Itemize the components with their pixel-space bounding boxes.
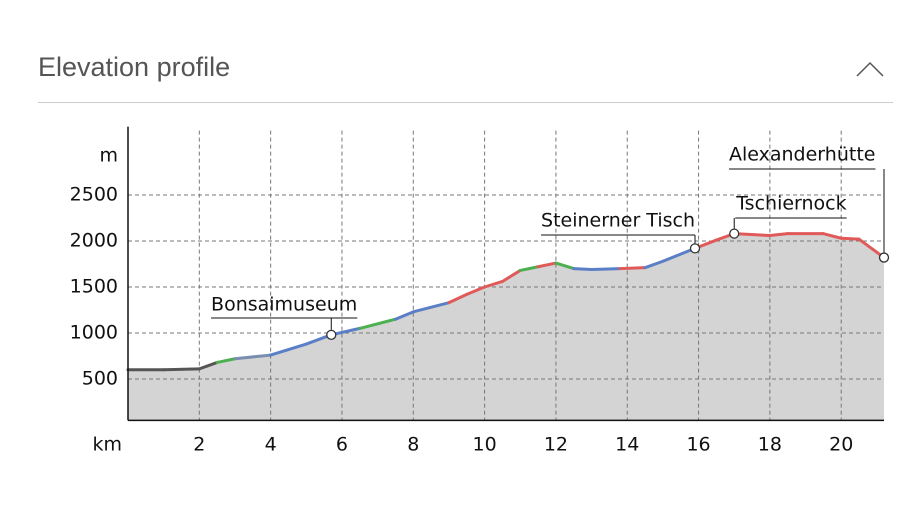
profile-segment xyxy=(197,360,219,371)
profile-segment xyxy=(839,236,861,241)
waypoint xyxy=(326,329,337,340)
profile-segment xyxy=(768,232,790,237)
x-tick-label: 10 xyxy=(473,434,497,456)
x-tick-label: 18 xyxy=(758,434,782,456)
profile-segment xyxy=(358,317,397,330)
profile-segment xyxy=(536,261,558,269)
profile-segment xyxy=(572,267,594,272)
x-tick-label: 12 xyxy=(544,434,568,456)
profile-segment xyxy=(618,266,647,271)
x-tick-label: 20 xyxy=(829,434,853,456)
profile-segment xyxy=(483,279,504,289)
y-tick-label: 500 xyxy=(82,368,118,390)
profile-segment xyxy=(411,301,451,314)
profile-segment xyxy=(857,237,886,260)
profile-segment xyxy=(215,357,237,364)
profile-segment xyxy=(269,342,308,357)
x-tick-label: 6 xyxy=(336,434,348,456)
waypoint-label: Alexanderhütte xyxy=(729,144,875,166)
profile-segment xyxy=(554,261,576,271)
profile-segment xyxy=(162,367,201,372)
profile-segment xyxy=(447,292,469,305)
x-tick-label: 16 xyxy=(686,434,710,456)
x-tick-label: 8 xyxy=(407,434,419,456)
section-title: Elevation profile xyxy=(38,52,231,82)
waypoint xyxy=(689,243,701,254)
profile-segment xyxy=(518,265,540,272)
profile-segment xyxy=(643,259,665,270)
profile-segment xyxy=(732,232,772,237)
profile-segment xyxy=(465,285,487,296)
divider xyxy=(38,102,893,103)
waypoint-label: Tschiernock xyxy=(735,193,846,215)
collapse-chevron[interactable] xyxy=(856,61,884,77)
profile-segment xyxy=(393,310,415,321)
plot: Bonsaimuseum Steinerner Tisch Tschiernock A… xyxy=(126,130,890,421)
profile-segment xyxy=(661,246,697,263)
y-tick-label: 1000 xyxy=(70,322,118,344)
x-tick-label: 4 xyxy=(265,434,277,456)
y-tick-label: 1500 xyxy=(70,276,118,298)
x-axis-label: km xyxy=(92,434,122,456)
y-tick-label: 2000 xyxy=(70,230,118,252)
waypoint xyxy=(878,252,890,263)
waypoint-label: Bonsaimuseum xyxy=(211,294,357,316)
profile-segment xyxy=(590,267,622,272)
y-axis-label: m xyxy=(99,145,118,167)
waypoint xyxy=(729,228,740,239)
elevation-area xyxy=(128,233,884,421)
y-tick-label: 2500 xyxy=(70,184,118,206)
waypoint-label: Steinerner Tisch xyxy=(541,210,695,232)
profile-segment xyxy=(233,353,273,361)
profile-segment xyxy=(500,268,522,283)
profile-segment xyxy=(821,232,843,240)
x-tick-label: 14 xyxy=(615,434,639,456)
x-tick-label: 2 xyxy=(193,434,205,456)
